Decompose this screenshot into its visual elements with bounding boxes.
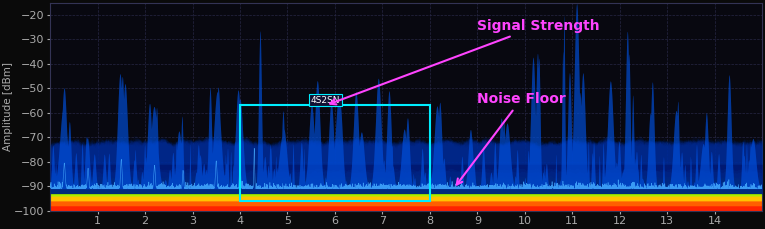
Y-axis label: Amplitude [dBm]: Amplitude [dBm] [3,62,13,151]
Text: Signal Strength: Signal Strength [330,19,600,104]
Text: Noise Floor: Noise Floor [457,92,566,185]
Bar [240,106,430,201]
Text: 4S2SN: 4S2SN [311,96,340,105]
